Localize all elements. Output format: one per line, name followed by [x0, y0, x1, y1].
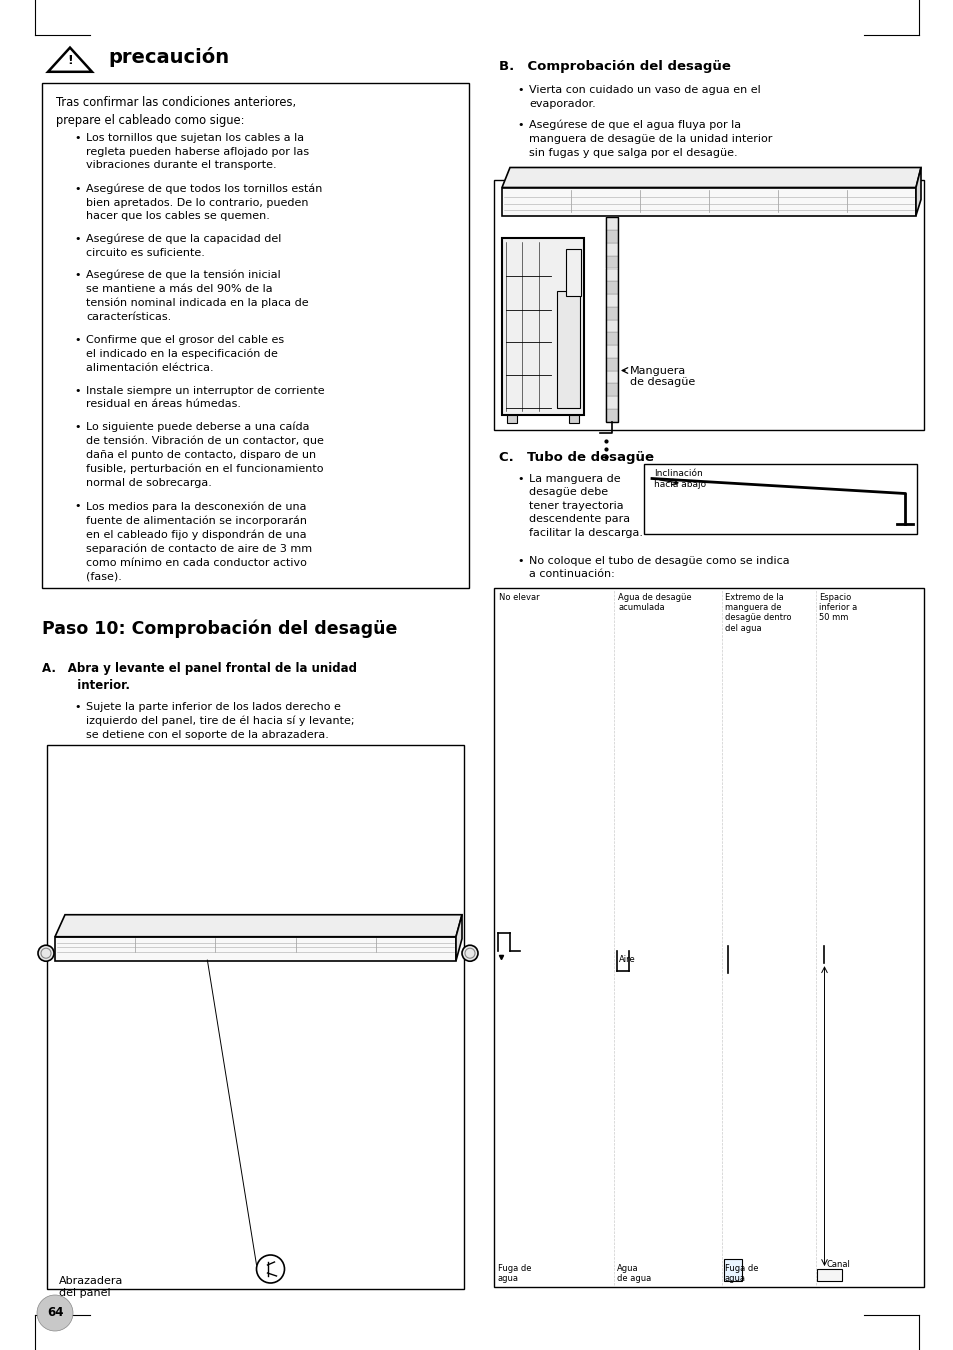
Text: •: •	[74, 702, 80, 711]
Text: Espacio
inferior a
50 mm: Espacio inferior a 50 mm	[819, 593, 857, 622]
Bar	[605, 281, 618, 294]
Bar	[42, 82, 469, 589]
Bar	[605, 217, 618, 421]
Text: Agua
de agua: Agua de agua	[617, 1264, 651, 1282]
Polygon shape	[915, 167, 920, 216]
Text: •: •	[74, 501, 80, 512]
Text: Asegúrese de que la tensión inicial
se mantiene a más del 90% de la
tensión nomi: Asegúrese de que la tensión inicial se m…	[86, 270, 309, 323]
Circle shape	[256, 1256, 284, 1282]
Text: Fuga de
agua: Fuga de agua	[724, 1264, 758, 1282]
Text: Asegúrese de que el agua fluya por la
manguera de desagüe de la unidad interior
: Asegúrese de que el agua fluya por la ma…	[529, 120, 772, 158]
Text: Manguera
de desagüe: Manguera de desagüe	[629, 366, 695, 387]
Bar	[605, 306, 618, 320]
Text: •: •	[74, 270, 80, 279]
Bar	[494, 180, 923, 429]
Text: Agua de desagüe
acumulada: Agua de desagüe acumulada	[618, 593, 691, 612]
Bar	[643, 463, 916, 533]
Bar	[566, 250, 580, 296]
Polygon shape	[55, 937, 456, 961]
Text: Extremo de la
manguera de
desagüe dentro
del agua: Extremo de la manguera de desagüe dentro…	[724, 593, 791, 633]
Bar	[605, 358, 618, 370]
Text: La manguera de
desagüe debe
tener trayectoria
descendente para
facilitar la desc: La manguera de desagüe debe tener trayec…	[529, 474, 642, 537]
Text: •: •	[517, 555, 523, 566]
Text: Fuga de
agua: Fuga de agua	[497, 1264, 531, 1282]
Text: Lo siguiente puede deberse a una caída
de tensión. Vibración de un contactor, qu: Lo siguiente puede deberse a una caída d…	[86, 421, 323, 487]
Text: Vierta con cuidado un vaso de agua en el
evaporador.: Vierta con cuidado un vaso de agua en el…	[529, 85, 760, 108]
Text: •: •	[74, 184, 80, 193]
Text: •: •	[74, 134, 80, 143]
Text: No elevar: No elevar	[498, 593, 539, 602]
Text: •: •	[517, 85, 523, 94]
Text: Abrazadera
del panel: Abrazadera del panel	[59, 1276, 123, 1297]
Text: Asegúrese de que la capacidad del
circuito es suficiente.: Asegúrese de que la capacidad del circui…	[86, 234, 281, 258]
Text: •: •	[517, 474, 523, 483]
Text: Paso 10: Comprobación del desagüe: Paso 10: Comprobación del desagüe	[42, 620, 397, 639]
Text: Asegúrese de que todos los tornillos están
bien apretados. De lo contrario, pued: Asegúrese de que todos los tornillos est…	[86, 184, 322, 221]
Text: Canal: Canal	[825, 1260, 849, 1269]
Polygon shape	[456, 915, 461, 961]
Bar	[568, 414, 578, 423]
Circle shape	[38, 945, 54, 961]
Text: •: •	[74, 234, 80, 244]
Text: Tras confirmar las condiciones anteriores,
prepare el cableado como sigue:: Tras confirmar las condiciones anteriore…	[56, 96, 295, 127]
Text: B. Comprobación del desagüe: B. Comprobación del desagüe	[498, 59, 730, 73]
Text: •: •	[74, 335, 80, 346]
Bar	[723, 1260, 741, 1281]
Bar	[605, 231, 618, 243]
Text: No coloque el tubo de desagüe como se indica
a continuación:: No coloque el tubo de desagüe como se in…	[529, 555, 789, 579]
Bar	[506, 414, 517, 423]
Text: Sujete la parte inferior de los lados derecho e
izquierdo del panel, tire de él : Sujete la parte inferior de los lados de…	[86, 702, 355, 740]
Circle shape	[37, 1295, 73, 1331]
Bar	[605, 294, 618, 306]
Bar	[605, 320, 618, 332]
Bar	[47, 745, 463, 1289]
Circle shape	[461, 945, 477, 961]
Bar	[605, 243, 618, 255]
Text: A. Abra y levante el panel frontal de la unidad: A. Abra y levante el panel frontal de la…	[42, 662, 356, 675]
Text: Aire: Aire	[618, 954, 636, 964]
Bar	[817, 1269, 841, 1281]
Bar	[605, 370, 618, 383]
Text: 64: 64	[47, 1307, 63, 1319]
Text: Los medios para la desconexión de una
fuente de alimentación se incorporarán
en : Los medios para la desconexión de una fu…	[86, 501, 312, 582]
Bar	[605, 346, 618, 358]
Bar	[605, 269, 618, 281]
Polygon shape	[55, 915, 461, 937]
Text: C. Tubo de desagüe: C. Tubo de desagüe	[498, 451, 654, 464]
Text: interior.: interior.	[42, 679, 130, 693]
Text: •: •	[74, 386, 80, 396]
Text: •: •	[517, 120, 523, 130]
Bar	[605, 409, 618, 421]
Text: Instale siempre un interruptor de corriente
residual en áreas húmedas.: Instale siempre un interruptor de corrie…	[86, 386, 324, 409]
Text: precaución: precaución	[108, 47, 229, 68]
Polygon shape	[501, 188, 915, 216]
Bar	[605, 396, 618, 409]
Bar	[494, 587, 923, 1287]
Bar	[605, 332, 618, 346]
Polygon shape	[501, 167, 920, 188]
Bar	[605, 217, 618, 231]
Bar	[557, 290, 579, 409]
Text: •: •	[74, 421, 80, 432]
Bar	[605, 255, 618, 269]
Bar	[605, 383, 618, 396]
Text: Confirme que el grosor del cable es
el indicado en la especificación de
alimenta: Confirme que el grosor del cable es el i…	[86, 335, 284, 373]
Bar	[501, 238, 583, 414]
Text: Los tornillos que sujetan los cables a la
regleta pueden haberse aflojado por la: Los tornillos que sujetan los cables a l…	[86, 134, 309, 170]
Text: !: !	[67, 54, 72, 66]
Text: Inclinación
hacia abajo: Inclinación hacia abajo	[654, 470, 705, 489]
